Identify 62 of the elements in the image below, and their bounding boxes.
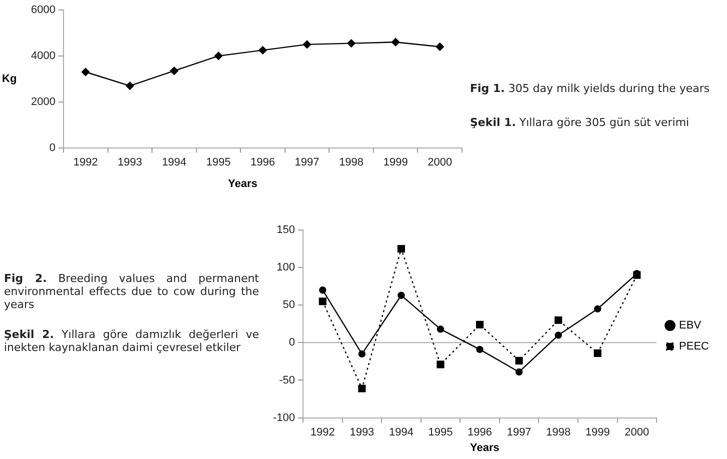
point: [347, 39, 356, 48]
point: [318, 298, 326, 306]
point: [214, 52, 223, 60]
point: [436, 42, 444, 51]
point: [319, 286, 326, 294]
x-tick-label: 1993: [350, 426, 374, 438]
y-tick-label: 6000: [30, 4, 56, 16]
x-tick-label: 1997: [506, 426, 532, 438]
point: [302, 40, 312, 49]
point: [358, 350, 366, 358]
y-tick-label: 2000: [30, 96, 56, 108]
x-tick-label: 2000: [624, 426, 650, 438]
point: [554, 316, 562, 324]
point: [554, 332, 562, 339]
x-tick-label: 1992: [73, 156, 98, 168]
text: Şekil 1. Yıllara göre 305 gün süt verimi: [470, 116, 690, 129]
point: [594, 305, 602, 312]
point: [476, 346, 484, 354]
point: [170, 66, 178, 75]
point: [476, 320, 484, 328]
text: Fig 2. Breeding values and permanent environmental effects due to cow during the years: [4, 272, 259, 311]
point: [436, 326, 444, 333]
y-tick-label: 4000: [30, 50, 56, 62]
y-tick-label: -100: [272, 412, 296, 424]
x-tick-label: 2000: [428, 156, 452, 168]
x-tick-label: 1993: [118, 156, 142, 168]
point: [515, 356, 523, 364]
point: [82, 68, 90, 76]
text: Fig 1. 305 day milk yields during the years: [470, 82, 710, 95]
point: [126, 82, 134, 90]
x-tick-label: 1998: [546, 426, 571, 438]
x-tick-label: 1996: [468, 426, 492, 438]
point: [436, 360, 444, 368]
x-tick-label: 1994: [162, 156, 186, 168]
legend-label: PEEC: [679, 340, 710, 353]
text: Şekil 2. Yıllara göre damızlık değerleri ve inekten kaynaklanan daimi çevresel etkiler: [4, 328, 260, 354]
x-tick-label: 1995: [206, 156, 231, 168]
point: [391, 38, 400, 46]
y-axis-title: Kg: [2, 73, 17, 85]
y-tick-label: 100: [276, 262, 296, 274]
x-tick-label: 1999: [585, 426, 610, 438]
x-axis-title: Years: [470, 442, 500, 454]
y-tick-label: 50: [282, 299, 296, 312]
x-tick-label: 1992: [310, 426, 335, 438]
y-tick-label: -50: [279, 374, 296, 386]
x-tick-label: 1997: [294, 156, 320, 168]
point: [515, 368, 523, 376]
x-tick-label: 1999: [383, 156, 408, 168]
point: [398, 292, 405, 299]
x-axis-title: Years: [228, 178, 258, 190]
point: [397, 245, 405, 253]
point: [258, 46, 267, 54]
x-tick-label: 1998: [339, 156, 364, 168]
y-tick-label: 150: [276, 224, 296, 236]
y-tick-label: 0: [49, 142, 56, 154]
point: [594, 349, 602, 357]
x-tick-label: 1995: [428, 426, 453, 438]
point: [358, 384, 366, 392]
y-tick-label: 0: [288, 336, 296, 349]
legend-label: EBV: [679, 320, 702, 332]
x-tick-label: 1994: [388, 426, 414, 438]
x-tick-label: 1996: [250, 156, 275, 168]
